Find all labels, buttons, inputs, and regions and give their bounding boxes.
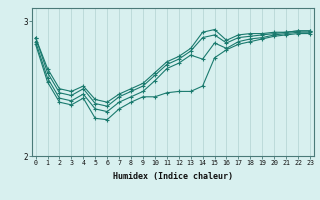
X-axis label: Humidex (Indice chaleur): Humidex (Indice chaleur) bbox=[113, 172, 233, 181]
